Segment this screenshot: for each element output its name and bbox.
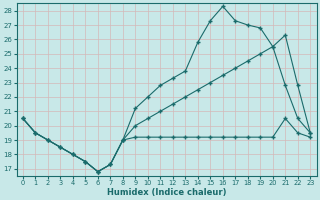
X-axis label: Humidex (Indice chaleur): Humidex (Indice chaleur) bbox=[107, 188, 226, 197]
